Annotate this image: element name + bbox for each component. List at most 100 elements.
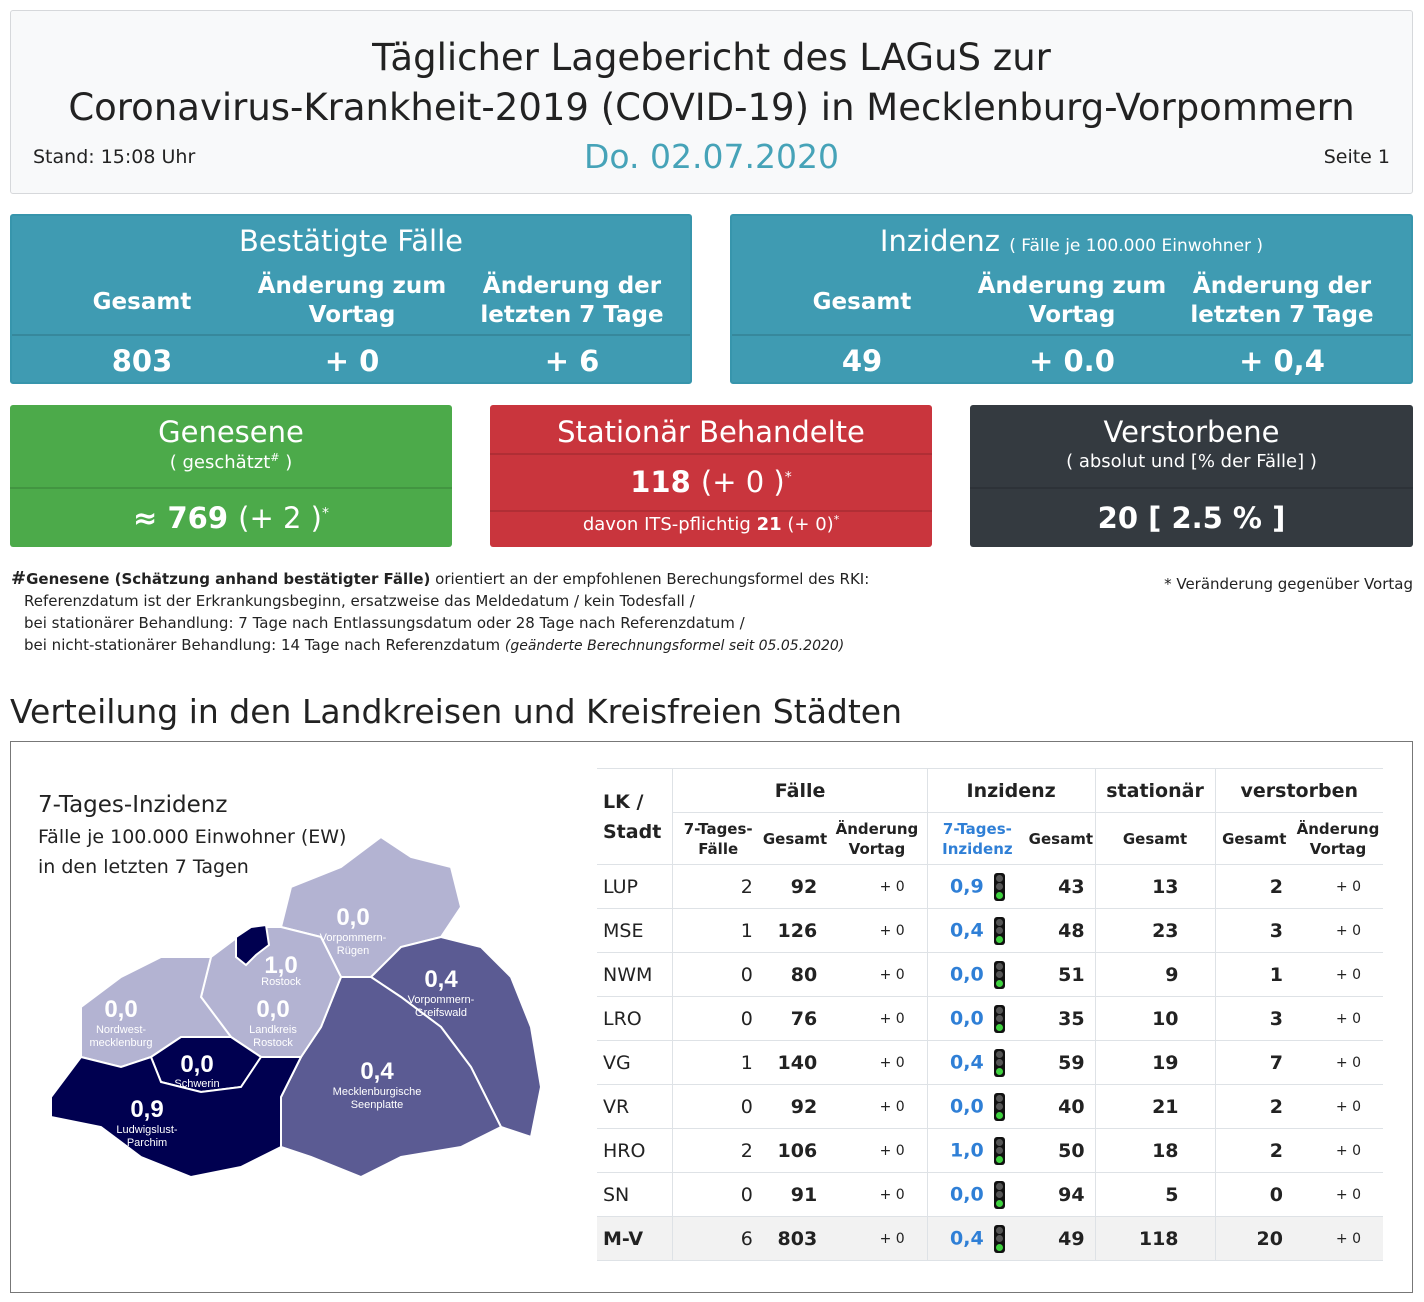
hospitalized-card: Stationär Behandelte 118 (+ 0 )* davon I… bbox=[490, 405, 932, 547]
map-label-nwm-2: mecklenburg bbox=[90, 1037, 153, 1049]
cell-7tage-inzidenz: 0,4 bbox=[926, 908, 1028, 953]
cell-faelle-gesamt: 76 bbox=[762, 996, 828, 1041]
report-header: Täglicher Lagebericht des LAGuS zur Coro… bbox=[10, 10, 1413, 194]
map-label-vg-2: Greifswald bbox=[415, 1007, 467, 1019]
card-title: Stationär Behandelte bbox=[557, 415, 865, 449]
cell-7tage-faelle: 0 bbox=[672, 1172, 763, 1217]
map-value-nwm: 0,0 bbox=[104, 996, 137, 1023]
cell-7tage-inzidenz: 0,0 bbox=[926, 996, 1028, 1041]
divider bbox=[12, 334, 690, 336]
traffic-light-icon bbox=[993, 872, 1005, 901]
its-line: davon ITS-pflichtig 21 (+ 0)* bbox=[582, 513, 840, 535]
cell-7tage-faelle: 2 bbox=[672, 1128, 763, 1173]
col-change-week: Änderung der letzten 7 Tage bbox=[480, 273, 664, 328]
cell-faelle-gesamt: 80 bbox=[762, 952, 828, 997]
cell-7tage-faelle: 1 bbox=[672, 908, 763, 953]
hospitalized-value: 118 (+ 0 )* bbox=[630, 465, 792, 499]
divider bbox=[490, 453, 932, 455]
map-label-lro-1: Landkreis bbox=[249, 1024, 297, 1036]
cell-faelle-aenderung: + 0 bbox=[827, 1040, 928, 1085]
cell-faelle-aenderung: + 0 bbox=[827, 1172, 928, 1217]
cell-7tage-faelle: 0 bbox=[672, 996, 763, 1041]
divider bbox=[10, 487, 452, 489]
map-label-mse-2: Seenplatte bbox=[351, 1099, 404, 1111]
cell-verstorben-gesamt: 2 bbox=[1214, 1128, 1293, 1173]
incidence-change-week: + 0,4 bbox=[1239, 344, 1325, 378]
table-row: LUP 2 92 + 0 0,9 43 13 2 + 0 bbox=[597, 864, 1383, 909]
cell-verstorben-gesamt: 2 bbox=[1214, 1084, 1293, 1129]
col-total: Gesamt bbox=[92, 289, 192, 315]
card-subtitle: ( absolut und [% der Fälle] ) bbox=[1066, 451, 1317, 472]
cell-faelle-gesamt: 92 bbox=[762, 1084, 828, 1129]
col-change-day: Änderung zum Vortag bbox=[257, 273, 447, 328]
col-faelle-gesamt: Gesamt bbox=[762, 812, 828, 865]
distribution-panel: 7-Tages-Inzidenz Fälle je 100.000 Einwoh… bbox=[10, 741, 1413, 1293]
change-note: * Veränderung gegenüber Vortag bbox=[1164, 575, 1413, 593]
cell-lk: LUP bbox=[597, 864, 673, 909]
divider bbox=[490, 510, 932, 512]
map-label-sn: Schwerin bbox=[174, 1078, 219, 1090]
group-stationaer: stationär bbox=[1094, 768, 1216, 813]
incidence-card: Inzidenz ( Fälle je 100.000 Einwohner ) … bbox=[730, 214, 1413, 384]
col-7tage-inzidenz: 7-Tages- Inzidenz bbox=[926, 812, 1028, 865]
card-subtitle: ( geschätzt# ) bbox=[169, 451, 293, 473]
map-value-hro: 1,0 bbox=[264, 952, 297, 979]
map-label-lup-1: Ludwigslust- bbox=[116, 1124, 177, 1136]
cell-7tage-faelle: 6 bbox=[672, 1216, 763, 1261]
group-faelle: Fälle bbox=[672, 768, 928, 813]
col-change-day: Änderung zum Vortag bbox=[977, 273, 1167, 328]
cell-stationaer: 118 bbox=[1094, 1216, 1216, 1261]
card-title: Genesene bbox=[158, 415, 304, 449]
cell-inzidenz-gesamt: 43 bbox=[1027, 864, 1096, 909]
col-total: Gesamt bbox=[812, 289, 912, 315]
confirmed-change-day: + 0 bbox=[324, 344, 380, 378]
cell-verstorben-gesamt: 20 bbox=[1214, 1216, 1293, 1261]
map-subtitle-1: Fälle je 100.000 Einwohner (EW) bbox=[38, 826, 347, 848]
cell-verstorben-aenderung: + 0 bbox=[1292, 1216, 1383, 1261]
map-label-vr-2: Rügen bbox=[337, 945, 369, 957]
map-label-lro-2: Rostock bbox=[253, 1037, 293, 1049]
title-line-1: Täglicher Lagebericht des LAGuS zur bbox=[372, 36, 1051, 79]
card-title: Verstorbene bbox=[1103, 415, 1280, 449]
cell-stationaer: 19 bbox=[1094, 1040, 1216, 1085]
recovered-value: ≈ 769 (+ 2 )* bbox=[133, 501, 329, 535]
traffic-light-icon bbox=[993, 1180, 1005, 1209]
report-date: Do. 02.07.2020 bbox=[584, 137, 839, 176]
cell-stationaer: 10 bbox=[1094, 996, 1216, 1041]
page-number: Seite 1 bbox=[1323, 146, 1390, 168]
cell-verstorben-gesamt: 0 bbox=[1214, 1172, 1293, 1217]
confirmed-cases-card: Bestätigte Fälle Gesamt Änderung zum Vor… bbox=[10, 214, 692, 384]
cell-7tage-inzidenz: 1,0 bbox=[926, 1128, 1028, 1173]
map-subtitle-2: in den letzten 7 Tagen bbox=[38, 856, 249, 878]
traffic-light-icon bbox=[993, 1136, 1005, 1165]
table-row: VR 0 92 + 0 0,0 40 21 2 + 0 bbox=[597, 1084, 1383, 1129]
cell-lk: NWM bbox=[597, 952, 673, 997]
cell-7tage-faelle: 0 bbox=[672, 1084, 763, 1129]
cell-stationaer: 21 bbox=[1094, 1084, 1216, 1129]
divider bbox=[970, 487, 1413, 489]
col-change-week: Änderung der letzten 7 Tage bbox=[1190, 273, 1374, 328]
cell-7tage-inzidenz: 0,4 bbox=[926, 1040, 1028, 1085]
cell-inzidenz-gesamt: 49 bbox=[1027, 1216, 1096, 1261]
col-inzidenz-gesamt: Gesamt bbox=[1027, 812, 1096, 865]
cell-faelle-aenderung: + 0 bbox=[827, 952, 928, 997]
footnote: #Genesene (Schätzung anhand bestätigter … bbox=[11, 568, 870, 654]
col-faelle-aenderung: Änderung Vortag bbox=[827, 812, 928, 865]
cell-verstorben-gesamt: 1 bbox=[1214, 952, 1293, 997]
recovered-card: Genesene ( geschätzt# ) ≈ 769 (+ 2 )* bbox=[10, 405, 452, 547]
col-verstorben-gesamt: Gesamt bbox=[1214, 812, 1293, 865]
cell-7tage-faelle: 1 bbox=[672, 1040, 763, 1085]
cell-inzidenz-gesamt: 59 bbox=[1027, 1040, 1096, 1085]
col-7tage-faelle: 7-Tages- Fälle bbox=[672, 812, 763, 865]
cell-verstorben-gesamt: 3 bbox=[1214, 908, 1293, 953]
table-row: VG 1 140 + 0 0,4 59 19 7 + 0 bbox=[597, 1040, 1383, 1085]
cell-faelle-gesamt: 91 bbox=[762, 1172, 828, 1217]
incidence-total: 49 bbox=[841, 344, 883, 378]
traffic-light-icon bbox=[993, 916, 1005, 945]
cell-faelle-aenderung: + 0 bbox=[827, 864, 928, 909]
col-verstorben-aenderung: Änderung Vortag bbox=[1292, 812, 1383, 865]
report-title: Täglicher Lagebericht des LAGuS zur Coro… bbox=[11, 33, 1412, 133]
district-table: LK / Stadt Fälle Inzidenz stationär vers… bbox=[597, 768, 1383, 1261]
cell-verstorben-aenderung: + 0 bbox=[1292, 1084, 1383, 1129]
map-value-sn: 0,0 bbox=[180, 1051, 213, 1078]
